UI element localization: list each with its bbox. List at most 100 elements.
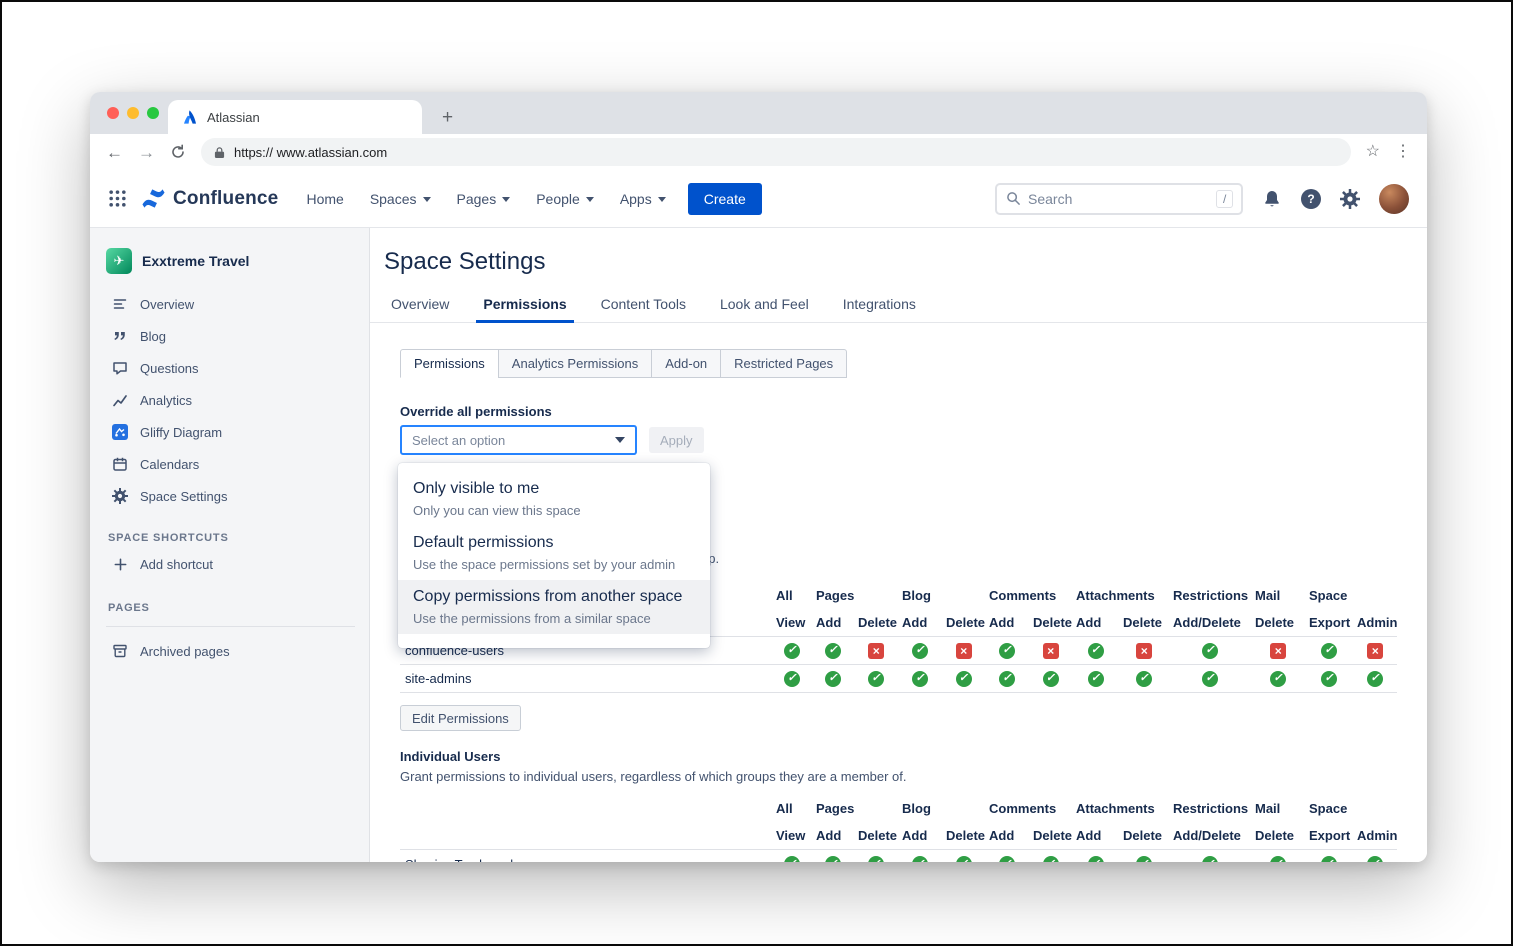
nav-spaces[interactable]: Spaces: [370, 191, 431, 207]
space-header[interactable]: ✈ Exxtreme Travel: [106, 248, 355, 274]
chevron-down-icon: [585, 197, 594, 202]
column-header: Delete: [1123, 615, 1163, 630]
app-switcher-icon[interactable]: [108, 189, 127, 208]
tab-content-tools[interactable]: Content Tools: [600, 296, 686, 312]
permission-granted-icon: ✓: [1367, 856, 1383, 862]
minimize-window-button[interactable]: [127, 107, 139, 119]
override-permissions-label: Override all permissions: [400, 404, 552, 419]
search-input[interactable]: [1028, 190, 1209, 207]
tab-permissions[interactable]: Permissions: [476, 290, 574, 323]
maximize-window-button[interactable]: [147, 107, 159, 119]
nav-apps[interactable]: Apps: [620, 191, 666, 207]
app-header: Confluence Home Spaces Pages People Apps…: [90, 170, 1427, 228]
tab-integrations[interactable]: Integrations: [842, 296, 916, 312]
browser-tab[interactable]: Atlassian: [168, 100, 422, 134]
search-shortcut-hint: /: [1216, 189, 1234, 208]
option-copy-permissions[interactable]: Copy permissions from another space Use …: [398, 580, 710, 634]
permission-granted-icon: ✓: [1321, 856, 1337, 862]
gear-icon: [112, 488, 128, 504]
column-header: View: [776, 615, 806, 630]
plus-icon: [112, 556, 128, 572]
chevron-down-icon: [502, 197, 511, 202]
permission-granted-icon: ✓: [1321, 642, 1337, 659]
url-bar[interactable]: https:// www.atlassian.com: [201, 138, 1351, 166]
atlassian-favicon-icon: [182, 109, 198, 125]
column-header: Add: [902, 615, 928, 630]
sidebar-item-blog[interactable]: Blog: [106, 320, 355, 352]
tab-overview[interactable]: Overview: [391, 296, 450, 312]
nav-pages[interactable]: Pages: [457, 191, 511, 207]
subtab-add-on[interactable]: Add-on: [651, 349, 722, 378]
apply-button[interactable]: Apply: [649, 427, 704, 453]
back-button[interactable]: ←: [106, 142, 123, 162]
space-shortcuts-title: SPACE SHORTCUTS: [108, 532, 229, 544]
permissions-sub-tabs: Permissions Analytics Permissions Add-on…: [400, 349, 848, 378]
option-only-visible-to-me[interactable]: Only visible to me Only you can view thi…: [413, 480, 581, 518]
nav-home[interactable]: Home: [306, 190, 344, 207]
permission-granted-icon: ✓: [825, 670, 841, 687]
permission-denied-icon: ×: [868, 642, 884, 659]
sidebar-item-overview[interactable]: Overview: [106, 288, 355, 320]
help-icon[interactable]: ?: [1301, 188, 1321, 209]
sidebar-item-calendars[interactable]: Calendars: [106, 448, 355, 480]
padlock-icon: [214, 146, 225, 159]
space-name: Exxtreme Travel: [142, 253, 250, 269]
space-sidebar: ✈ Exxtreme Travel Overview Blog Question…: [90, 228, 370, 862]
permission-granted-icon: ✓: [784, 670, 800, 687]
subtab-permissions[interactable]: Permissions: [400, 349, 499, 378]
sidebar-item-space-settings[interactable]: Space Settings: [106, 480, 355, 512]
override-select[interactable]: Select an option: [400, 425, 637, 455]
column-header: Admin: [1357, 828, 1398, 843]
gliffy-icon: [112, 424, 128, 440]
permission-granted-icon: ✓: [999, 642, 1015, 659]
column-header: Add/Delete: [1173, 615, 1241, 630]
group-name: site-admins: [405, 671, 472, 686]
sidebar-item-gliffy-diagram[interactable]: Gliffy Diagram: [106, 416, 355, 448]
sidebar-item-questions[interactable]: Questions: [106, 352, 355, 384]
calendar-icon: [112, 456, 128, 472]
edit-permissions-button[interactable]: Edit Permissions: [400, 705, 521, 731]
permission-granted-icon: ✓: [999, 856, 1015, 862]
permission-granted-icon: ✓: [955, 856, 972, 862]
product-name: Confluence: [173, 187, 279, 209]
forward-button[interactable]: →: [138, 142, 155, 162]
settings-gear-icon[interactable]: [1340, 188, 1360, 209]
notifications-bell-icon[interactable]: [1262, 189, 1282, 209]
column-header: Admin: [1357, 615, 1398, 630]
nav-people[interactable]: People: [536, 191, 594, 207]
column-header: Add/Delete: [1173, 828, 1241, 843]
permission-granted-icon: ✓: [868, 856, 884, 862]
table-group-header-row: All Pages Blog Comments Attachments Rest…: [776, 587, 1348, 603]
sidebar-item-analytics[interactable]: Analytics: [106, 384, 355, 416]
new-tab-button[interactable]: +: [442, 107, 454, 128]
reload-button[interactable]: [170, 144, 186, 160]
subtab-restricted-pages[interactable]: Restricted Pages: [720, 349, 848, 378]
option-default-permissions[interactable]: Default permissions Use the space permis…: [413, 534, 676, 572]
permission-cells: ✓ ✓ × ✓ × ✓ × ✓ × ✓ × ✓ ×: [772, 642, 1397, 659]
create-button[interactable]: Create: [687, 182, 762, 215]
select-dropdown-menu: Only visible to me Only you can view thi…: [398, 463, 710, 648]
browser-menu-icon[interactable]: ⋮: [1395, 143, 1411, 160]
add-shortcut-button[interactable]: Add shortcut: [106, 548, 355, 580]
archived-pages-item[interactable]: Archived pages: [106, 635, 355, 667]
user-avatar[interactable]: [1379, 183, 1409, 214]
permission-granted-icon: ✓: [1202, 642, 1218, 659]
close-window-button[interactable]: [107, 107, 119, 119]
permission-granted-icon: ✓: [1202, 670, 1218, 687]
subtab-analytics-permissions[interactable]: Analytics Permissions: [497, 349, 653, 378]
tab-look-and-feel[interactable]: Look and Feel: [719, 296, 809, 312]
permission-granted-icon: ✓: [1270, 856, 1286, 862]
confluence-logo[interactable]: Confluence: [141, 187, 278, 210]
column-header: Delete: [858, 615, 898, 630]
permission-granted-icon: ✓: [868, 670, 884, 687]
bookmark-star-icon[interactable]: ☆: [1365, 143, 1380, 160]
main-content: Space Settings Overview Permissions Cont…: [370, 228, 1427, 862]
blog-quote-icon: [112, 328, 128, 344]
permission-granted-icon: ✓: [1042, 856, 1059, 862]
permission-granted-icon: ✓: [1321, 670, 1337, 687]
column-header: Add: [816, 615, 842, 630]
space-avatar-icon: ✈: [106, 248, 132, 274]
search-box: /: [995, 182, 1243, 215]
column-header: Add: [1076, 828, 1102, 843]
column-header: Export: [1309, 828, 1351, 843]
